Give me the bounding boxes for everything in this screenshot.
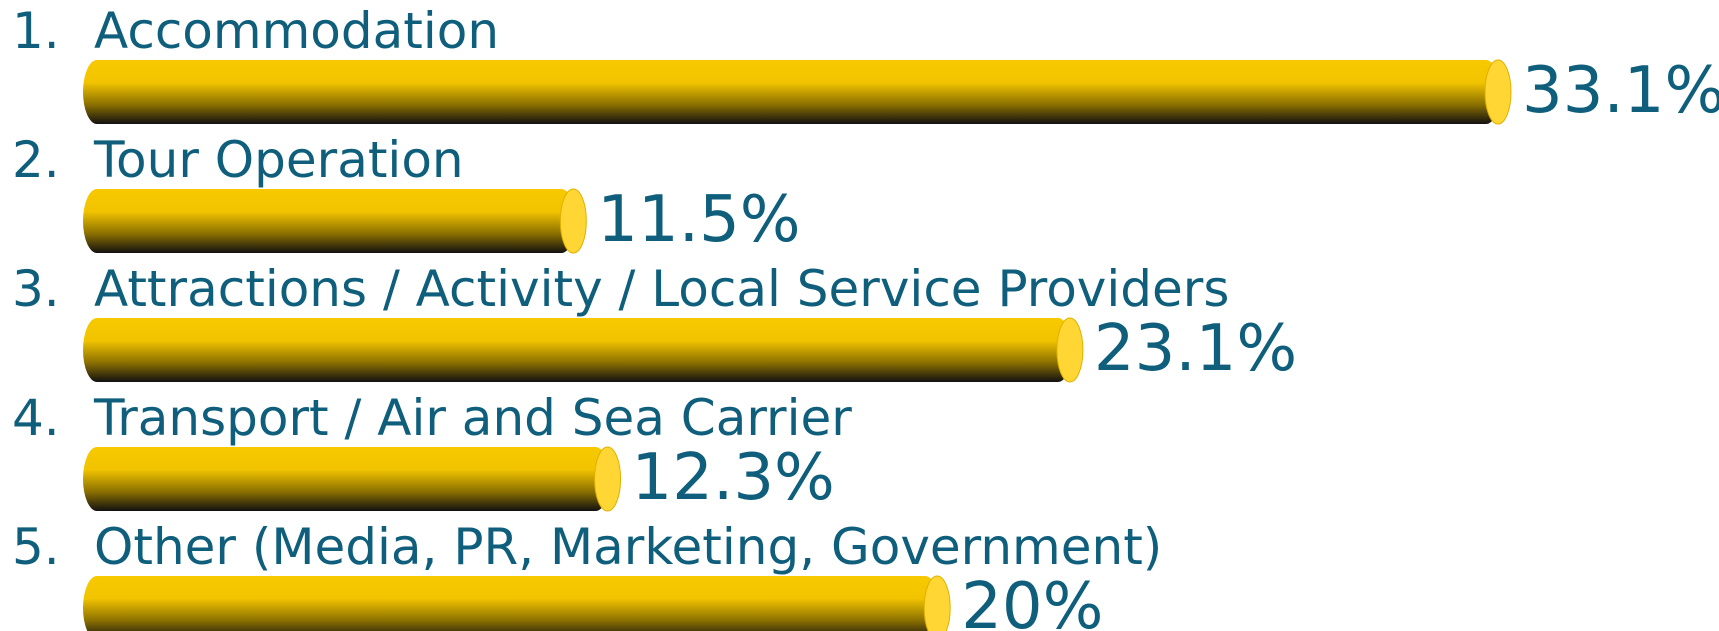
category-number: 5. (12, 518, 60, 576)
category-label: Other (Media, PR, Marketing, Government) (94, 518, 1162, 576)
bar (83, 447, 610, 511)
category-number: 2. (12, 131, 60, 189)
category-label: Tour Operation (93, 131, 464, 189)
category-label: Attractions / Activity / Local Service P… (94, 260, 1229, 318)
category-number: 3. (12, 260, 60, 318)
value-label: 20% (961, 570, 1103, 631)
value-label: 33.1% (1522, 54, 1719, 128)
category-number: 4. (12, 389, 60, 447)
category-label: Accommodation (94, 2, 499, 60)
category-number: 1. (12, 2, 60, 60)
bar (83, 189, 576, 253)
bar-cap (594, 446, 622, 512)
bar-cap (1056, 317, 1084, 383)
bar (83, 318, 1072, 382)
bar-cap (559, 188, 587, 254)
value-label: 11.5% (597, 183, 800, 257)
bar (83, 60, 1500, 124)
bar-cap (923, 575, 951, 631)
category-label: Transport / Air and Sea Carrier (93, 389, 852, 447)
bar-cap (1484, 59, 1512, 125)
value-label: 23.1% (1094, 312, 1297, 386)
bar (83, 576, 940, 631)
value-label: 12.3% (632, 441, 835, 515)
